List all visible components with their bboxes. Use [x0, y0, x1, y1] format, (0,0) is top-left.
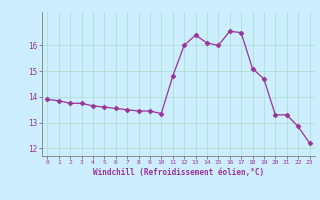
X-axis label: Windchill (Refroidissement éolien,°C): Windchill (Refroidissement éolien,°C) [93, 168, 264, 177]
